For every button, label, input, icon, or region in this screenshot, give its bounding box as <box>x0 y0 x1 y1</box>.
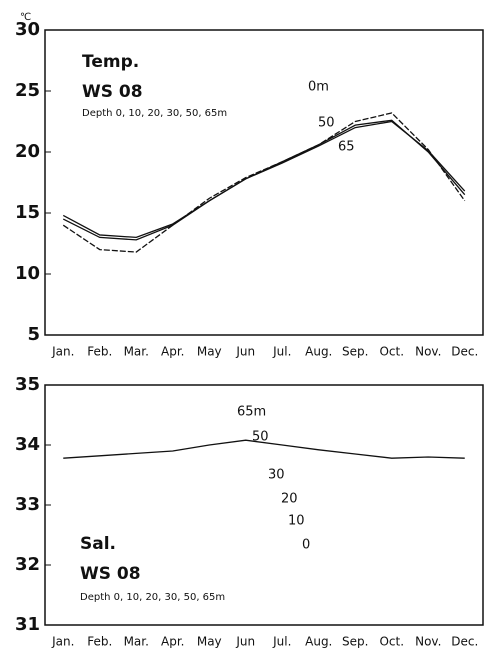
series-line <box>63 439 465 459</box>
x-tick-label: Feb. <box>87 345 112 359</box>
x-tick-label: Nov. <box>415 635 441 649</box>
x-tick-label: Aug. <box>305 345 332 359</box>
x-tick-label: Nov. <box>415 345 441 359</box>
y-tick-label: 5 <box>27 324 40 345</box>
x-tick-label: Jan. <box>51 345 74 359</box>
annotation: Temp. <box>82 52 139 72</box>
x-tick-label: Feb. <box>87 635 112 649</box>
series-label: 0m <box>308 80 329 95</box>
x-tick-label: Aug. <box>305 635 332 649</box>
x-tick-label: Jul. <box>272 635 291 649</box>
y-tick-label: 34 <box>15 434 40 455</box>
x-tick-label: Jun <box>235 345 255 359</box>
x-tick-label: Mar. <box>124 635 149 649</box>
x-tick-label: Mar. <box>124 345 149 359</box>
x-tick-label: Sep. <box>342 345 368 359</box>
y-tick-label: 31 <box>15 614 40 635</box>
series-label: 50 <box>318 116 335 131</box>
series-label: 65 <box>338 140 355 155</box>
y-tick-label: 32 <box>15 554 40 575</box>
x-tick-label: Sep. <box>342 635 368 649</box>
x-tick-label: May <box>197 345 222 359</box>
plot-frame <box>44 384 484 626</box>
annotation: 10 <box>288 514 305 529</box>
x-tick-label: Jan. <box>51 635 74 649</box>
y-tick-label: 30 <box>15 19 40 40</box>
annotation: Depth 0, 10, 20, 30, 50, 65m <box>80 592 225 603</box>
annotation: 65m <box>237 405 266 420</box>
x-tick-label: Jun <box>235 635 255 649</box>
x-tick-label: Dec. <box>451 345 478 359</box>
annotation: 20 <box>281 492 298 507</box>
plot-frame <box>44 29 484 336</box>
y-tick-label: 10 <box>15 263 40 284</box>
y-tick-label: 20 <box>15 141 40 162</box>
x-tick-label: Oct. <box>379 635 404 649</box>
x-tick-label: Jul. <box>272 345 291 359</box>
y-unit: ℃ <box>20 12 31 23</box>
annotation: WS 08 <box>82 82 143 102</box>
annotation: WS 08 <box>80 564 141 584</box>
annotation: 30 <box>268 468 285 483</box>
series-line <box>62 120 466 239</box>
x-tick-label: May <box>197 635 222 649</box>
annotation: 50 <box>252 430 269 445</box>
x-tick-label: Oct. <box>379 345 404 359</box>
annotation: 0 <box>302 538 310 553</box>
x-tick-label: Dec. <box>451 635 478 649</box>
series-line <box>62 119 466 241</box>
x-tick-label: Apr. <box>161 635 184 649</box>
x-tick-label: Apr. <box>161 345 184 359</box>
y-tick-label: 25 <box>15 80 40 101</box>
annotation: Depth 0, 10, 20, 30, 50, 65m <box>82 108 227 119</box>
series-line <box>62 112 466 253</box>
annotation: Sal. <box>80 534 116 554</box>
y-tick-label: 15 <box>15 202 40 223</box>
y-tick-label: 33 <box>15 494 40 515</box>
y-tick-label: 35 <box>15 374 40 395</box>
